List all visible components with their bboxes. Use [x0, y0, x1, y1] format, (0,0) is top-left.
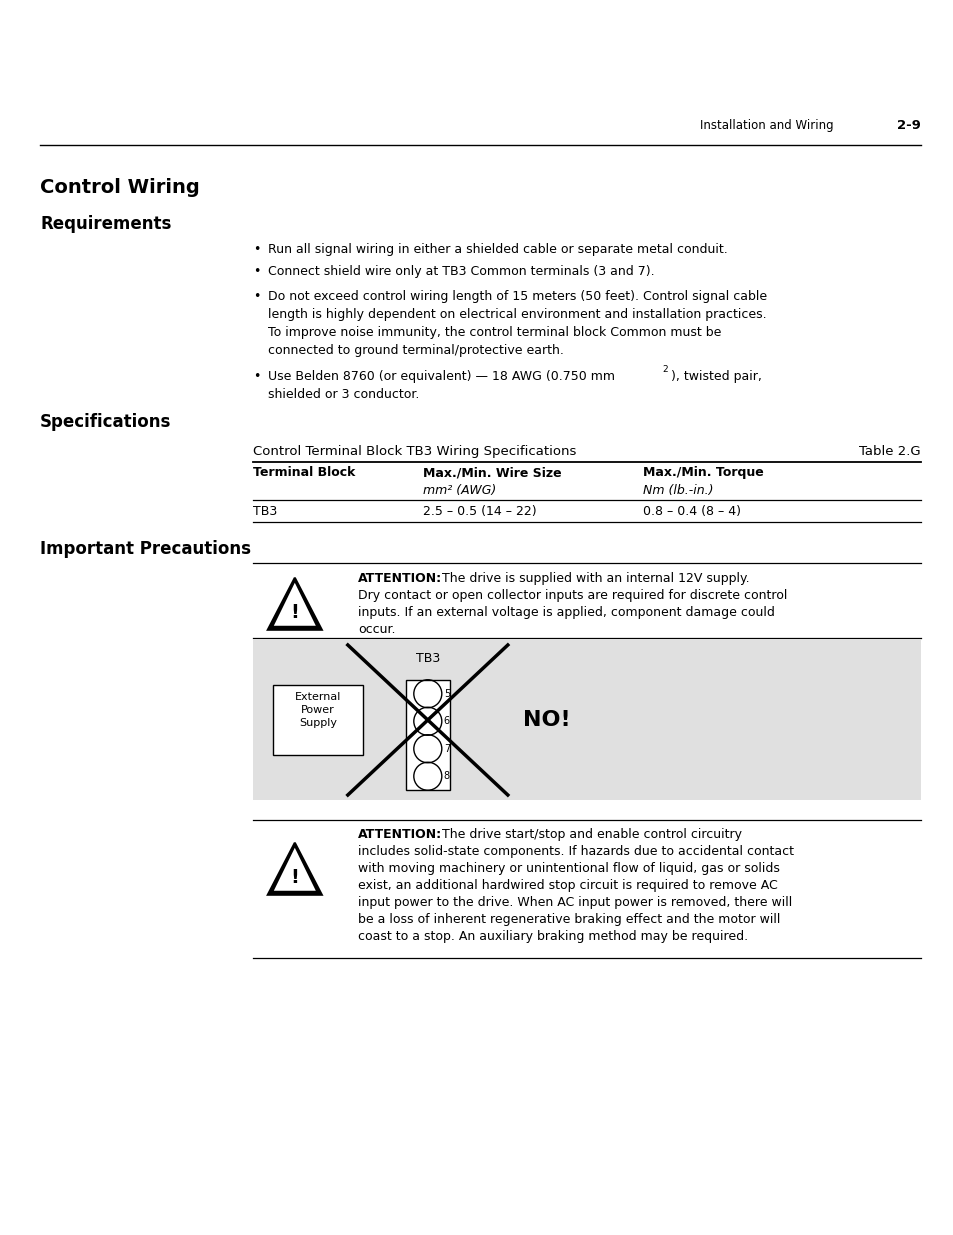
Text: Specifications: Specifications — [40, 412, 172, 431]
Text: •: • — [253, 290, 260, 303]
Text: •: • — [253, 243, 260, 256]
Text: •: • — [253, 266, 260, 278]
Text: Dry contact or open collector inputs are required for discrete control: Dry contact or open collector inputs are… — [357, 589, 786, 601]
Text: length is highly dependent on electrical environment and installation practices.: length is highly dependent on electrical… — [268, 308, 765, 321]
Polygon shape — [268, 578, 321, 630]
Text: Max./Min. Torque: Max./Min. Torque — [642, 466, 762, 479]
Text: ), twisted pair,: ), twisted pair, — [670, 370, 760, 383]
Polygon shape — [274, 583, 315, 626]
Text: exist, an additional hardwired stop circuit is required to remove AC: exist, an additional hardwired stop circ… — [357, 879, 777, 892]
Text: To improve noise immunity, the control terminal block Common must be: To improve noise immunity, the control t… — [268, 326, 720, 338]
Text: NO!: NO! — [522, 710, 570, 730]
Text: 2: 2 — [662, 366, 668, 374]
Polygon shape — [274, 847, 315, 890]
Text: External
Power
Supply: External Power Supply — [294, 692, 340, 729]
Text: connected to ground terminal/protective earth.: connected to ground terminal/protective … — [268, 345, 563, 357]
Text: 2.5 – 0.5 (14 – 22): 2.5 – 0.5 (14 – 22) — [422, 505, 536, 517]
Text: Terminal Block: Terminal Block — [253, 466, 355, 479]
Text: 0.8 – 0.4 (8 – 4): 0.8 – 0.4 (8 – 4) — [642, 505, 740, 517]
Text: TB3: TB3 — [253, 505, 276, 517]
Text: 2-9: 2-9 — [896, 119, 920, 132]
Text: !: ! — [290, 868, 299, 887]
Text: Important Precautions: Important Precautions — [40, 540, 251, 558]
FancyBboxPatch shape — [253, 640, 920, 800]
Text: occur.: occur. — [357, 622, 395, 636]
Text: TB3: TB3 — [416, 652, 439, 664]
Text: Max./Min. Wire Size: Max./Min. Wire Size — [422, 466, 561, 479]
Polygon shape — [268, 842, 321, 895]
Text: be a loss of inherent regenerative braking effect and the motor will: be a loss of inherent regenerative braki… — [357, 913, 780, 926]
Text: Installation and Wiring: Installation and Wiring — [700, 119, 833, 132]
Text: Table 2.G: Table 2.G — [858, 445, 920, 458]
Text: The drive start/stop and enable control circuitry: The drive start/stop and enable control … — [437, 827, 741, 841]
FancyBboxPatch shape — [405, 680, 449, 790]
Text: Control Wiring: Control Wiring — [40, 178, 199, 198]
FancyBboxPatch shape — [273, 685, 362, 755]
Text: Nm (lb.-in.): Nm (lb.-in.) — [642, 484, 713, 496]
Text: 7: 7 — [443, 743, 450, 753]
Text: Control Terminal Block TB3 Wiring Specifications: Control Terminal Block TB3 Wiring Specif… — [253, 445, 576, 458]
Text: Requirements: Requirements — [40, 215, 172, 233]
Text: Connect shield wire only at TB3 Common terminals (3 and 7).: Connect shield wire only at TB3 Common t… — [268, 266, 654, 278]
Text: shielded or 3 conductor.: shielded or 3 conductor. — [268, 388, 418, 401]
Text: includes solid-state components. If hazards due to accidental contact: includes solid-state components. If haza… — [357, 845, 793, 858]
Text: !: ! — [290, 603, 299, 622]
Text: 5: 5 — [443, 689, 450, 699]
Text: with moving machinery or unintentional flow of liquid, gas or solids: with moving machinery or unintentional f… — [357, 862, 779, 876]
Text: 8: 8 — [443, 771, 450, 782]
Text: 6: 6 — [443, 716, 450, 726]
Text: The drive is supplied with an internal 12V supply.: The drive is supplied with an internal 1… — [437, 572, 749, 585]
Text: input power to the drive. When AC input power is removed, there will: input power to the drive. When AC input … — [357, 897, 791, 909]
Text: Run all signal wiring in either a shielded cable or separate metal conduit.: Run all signal wiring in either a shield… — [268, 243, 727, 256]
Text: •: • — [253, 370, 260, 383]
Text: coast to a stop. An auxiliary braking method may be required.: coast to a stop. An auxiliary braking me… — [357, 930, 747, 944]
Text: inputs. If an external voltage is applied, component damage could: inputs. If an external voltage is applie… — [357, 606, 774, 619]
Text: ATTENTION:: ATTENTION: — [357, 572, 441, 585]
Text: Use Belden 8760 (or equivalent) — 18 AWG (0.750 mm: Use Belden 8760 (or equivalent) — 18 AWG… — [268, 370, 614, 383]
Text: mm² (AWG): mm² (AWG) — [422, 484, 496, 496]
Text: Do not exceed control wiring length of 15 meters (50 feet). Control signal cable: Do not exceed control wiring length of 1… — [268, 290, 766, 303]
Text: ATTENTION:: ATTENTION: — [357, 827, 441, 841]
